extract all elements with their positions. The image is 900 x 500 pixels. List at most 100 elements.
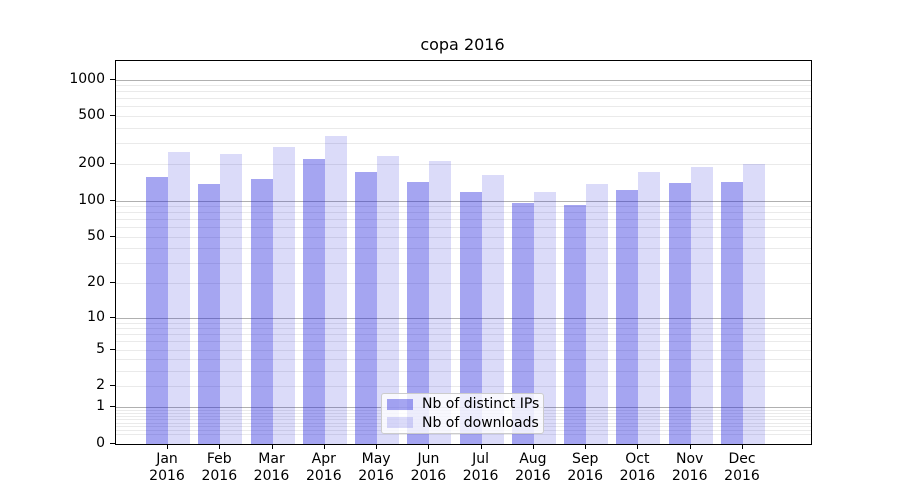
bar-nb-of-distinct-ips-sep: [564, 204, 587, 444]
y-tick-mark: [110, 406, 115, 408]
bar-nb-of-downloads-feb: [220, 154, 243, 444]
gridline-major: [116, 79, 811, 81]
gridline-minor: [116, 370, 811, 372]
bar-nb-of-downloads-jan: [168, 152, 190, 444]
legend-item-downloads: Nb of downloads: [387, 415, 543, 431]
y-tick-label: 200: [78, 155, 105, 172]
gridline-minor: [116, 349, 811, 351]
gridline-minor: [116, 127, 811, 129]
bar-nb-of-downloads-mar: [272, 146, 295, 444]
x-tick-mark: [532, 444, 534, 449]
bar-nb-of-downloads-may: [377, 156, 400, 444]
x-tick-mark: [480, 444, 482, 449]
chart-title: copa 2016: [420, 35, 505, 54]
bar-nb-of-downloads-jun: [429, 161, 452, 444]
y-tick-mark: [110, 163, 115, 165]
bar-nb-of-downloads-aug: [533, 191, 556, 444]
y-tick-mark: [110, 199, 115, 201]
y-tick-label: 20: [87, 274, 105, 291]
gridline-minor: [116, 236, 811, 238]
x-tick-mark: [271, 444, 273, 449]
gridline-minor: [116, 212, 811, 214]
bar-nb-of-distinct-ips-mar: [250, 178, 273, 444]
x-tick-mark: [428, 444, 430, 449]
bar-nb-of-distinct-ips-nov: [668, 182, 691, 444]
gridline-minor: [116, 116, 811, 117]
bar-nb-of-distinct-ips-jun: [407, 181, 430, 444]
legend-label-distinct-ips: Nb of distinct IPs: [422, 396, 540, 413]
bar-nb-of-downloads-dec: [743, 163, 765, 444]
y-tick-mark: [110, 316, 115, 318]
gridline-minor: [116, 262, 811, 264]
x-tick-label: Jan 2016: [149, 451, 185, 484]
x-tick-label: Jul 2016: [462, 451, 499, 484]
gridline-minor: [116, 328, 811, 330]
x-tick-label: Dec 2016: [724, 451, 760, 484]
bar-nb-of-distinct-ips-jul: [459, 191, 482, 444]
x-tick-mark: [637, 444, 639, 449]
x-tick-mark: [689, 444, 691, 449]
bar-nb-of-downloads-nov: [690, 166, 713, 444]
y-tick-mark: [110, 348, 115, 350]
y-tick-label: 10: [87, 308, 105, 325]
bar-nb-of-downloads-oct: [638, 171, 661, 444]
y-tick-mark: [110, 385, 115, 386]
gridline-minor: [116, 341, 811, 343]
x-tick-mark: [323, 444, 325, 449]
gridline-major: [116, 200, 811, 202]
legend-item-distinct-ips: Nb of distinct IPs: [387, 396, 543, 412]
x-tick-label: Feb 2016: [201, 451, 238, 484]
x-tick-mark: [376, 444, 378, 449]
gridline-minor: [116, 227, 811, 229]
y-tick-mark: [110, 443, 115, 444]
plot-area: [115, 60, 812, 445]
bar-nb-of-distinct-ips-dec: [721, 182, 743, 444]
gridline-minor: [116, 248, 811, 250]
y-tick-label: 2: [96, 377, 105, 393]
y-tick-label: 50: [87, 227, 105, 244]
x-tick-label: Sep 2016: [567, 451, 603, 484]
x-tick-mark: [585, 444, 587, 449]
x-tick-mark: [219, 444, 221, 449]
x-tick-label: Oct 2016: [619, 451, 656, 484]
bar-nb-of-distinct-ips-apr: [302, 158, 325, 444]
bar-nb-of-downloads-apr: [324, 135, 347, 444]
x-tick-label: Nov 2016: [671, 451, 708, 484]
bar-nb-of-distinct-ips-oct: [616, 189, 639, 444]
gridline-major: [116, 317, 811, 319]
bar-nb-of-distinct-ips-jan: [146, 176, 168, 444]
gridline-minor: [116, 98, 811, 100]
y-tick-label: 500: [78, 107, 105, 123]
gridline-minor: [116, 386, 811, 387]
gridline-minor: [116, 283, 811, 285]
gridline-minor: [116, 106, 811, 108]
gridline-minor: [116, 91, 811, 93]
y-tick-mark: [110, 235, 115, 237]
y-tick-mark: [110, 78, 115, 80]
y-tick-label: 1: [96, 398, 105, 415]
bar-nb-of-distinct-ips-aug: [511, 202, 534, 444]
legend-swatch-distinct-ips: [387, 398, 413, 410]
y-tick-mark: [110, 115, 115, 116]
bar-nb-of-distinct-ips-feb: [198, 183, 221, 444]
gridline-minor: [116, 206, 811, 207]
gridline-minor: [116, 334, 811, 336]
legend: Nb of distinct IPs Nb of downloads: [381, 393, 544, 434]
bar-nb-of-downloads-sep: [586, 184, 609, 444]
gridline-minor: [116, 142, 811, 144]
x-tick-label: Jun 2016: [410, 451, 447, 484]
legend-swatch-downloads: [387, 417, 413, 429]
gridline-minor: [116, 434, 811, 436]
gridline-minor: [116, 85, 811, 86]
x-tick-mark: [167, 444, 168, 449]
bar-nb-of-distinct-ips-may: [355, 171, 378, 444]
x-tick-label: Apr 2016: [305, 451, 342, 484]
x-tick-label: May 2016: [358, 451, 394, 484]
y-tick-label: 100: [78, 191, 105, 208]
gridline-minor: [116, 322, 811, 324]
gridline-minor: [116, 359, 811, 361]
x-tick-label: Aug 2016: [515, 451, 551, 484]
bar-nb-of-downloads-jul: [481, 174, 504, 444]
x-tick-label: Mar 2016: [253, 451, 290, 484]
